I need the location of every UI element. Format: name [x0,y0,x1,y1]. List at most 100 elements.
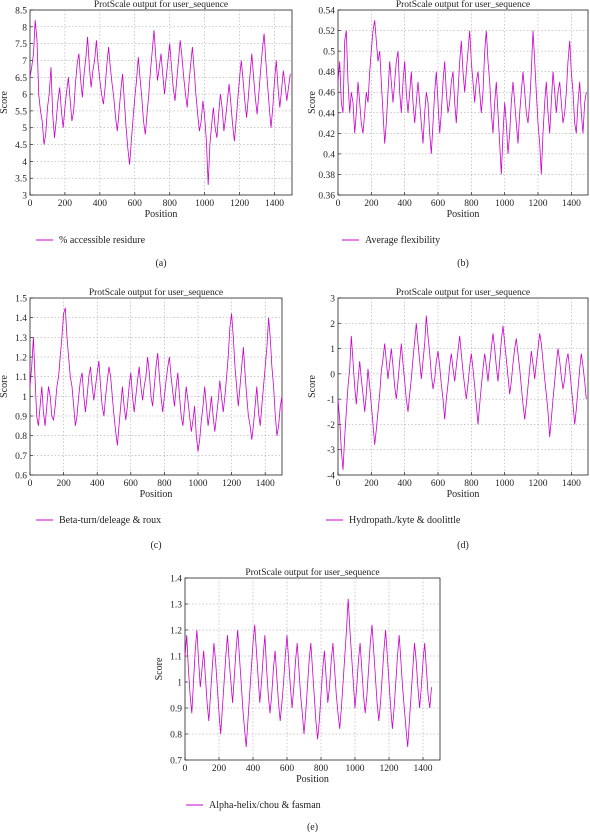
y-tick-label: 0.7 [170,757,182,767]
y-tick-label: 0.5 [323,48,335,58]
panel-caption: (c) [150,540,161,551]
y-axis-label: Score [307,91,318,114]
x-tick-label: 1000 [495,199,514,209]
chart-e: 0 200 400 600 800 1000 1200 1400 0.7 0.8 0.9 1 1.1 1.… [154,567,441,833]
chart-title: ProtScale output for user_sequence [396,0,530,10]
y-tick-label: 0.8 [15,432,27,442]
y-tick-label: 5.5 [15,107,27,117]
y-tick-label: 0.48 [318,68,335,78]
chart-c: 0 200 400 600 800 1000 1200 1400 0.6 0.7 0.8 0.9 1 1.… [0,287,283,551]
legend-label: % accessible residure [59,235,146,246]
x-tick-label: 0 [28,479,33,489]
x-tick-label: 1400 [562,199,581,209]
x-tick-label: 1400 [256,479,275,489]
y-tick-label: 1.4 [170,575,182,585]
plot-frame [29,9,293,196]
x-tick-label: 800 [464,199,479,209]
x-tick-label: 400 [90,479,105,489]
x-axis-label: Position [447,209,480,220]
x-tick-label: 1000 [189,479,208,489]
x-tick-label: 1200 [380,764,399,774]
y-tick-label: 3.5 [15,175,27,185]
y-tick-label: 3 [22,192,27,202]
x-tick-label: 200 [364,199,379,209]
x-tick-label: 400 [246,764,261,774]
x-tick-label: 400 [398,479,413,489]
legend-label: Average flexibility [365,235,440,246]
x-tick-label: 200 [212,764,227,774]
y-tick-label: 0.46 [318,89,335,99]
y-axis-label: Score [154,657,165,680]
x-tick-label: 1000 [346,764,365,774]
y-tick-label: 8.5 [15,7,27,17]
x-tick-label: 1400 [414,764,433,774]
y-tick-label: 1.4 [15,314,27,324]
chart-a: 0 200 400 600 800 1000 1200 1400 3 3.5 4 4.5 5 5.5 6 6.… [0,0,293,269]
x-tick-label: 800 [157,479,172,489]
y-tick-label: 0.42 [318,130,335,140]
chart-title: ProtScale output for user_sequence [89,287,223,298]
y-axis-label: Score [307,375,318,398]
x-tick-label: 600 [431,199,446,209]
x-tick-label: 1200 [529,199,548,209]
x-tick-label: 1000 [195,199,214,209]
y-tick-label: 0.7 [15,452,27,462]
x-tick-label: 600 [124,479,139,489]
y-tick-label: -4 [327,472,335,482]
y-tick-label: 0.52 [318,27,335,37]
y-tick-label: 6.5 [15,74,27,84]
x-tick-label: 400 [398,199,413,209]
x-tick-label: 0 [28,199,33,209]
x-axis-label: Position [140,489,173,500]
y-tick-label: 1 [22,393,27,403]
y-tick-label: 5 [22,124,27,134]
y-tick-label: 1.3 [15,334,27,344]
x-tick-label: 0 [336,199,341,209]
chart-title: ProtScale output for user_sequence [396,287,530,298]
y-tick-label: 1.1 [170,653,182,663]
plot-frame [337,297,589,476]
y-tick-label: 0.9 [170,705,182,715]
x-tick-label: 800 [314,764,329,774]
x-tick-label: 600 [128,199,143,209]
x-tick-label: 1200 [222,479,241,489]
y-tick-label: -2 [327,421,335,431]
panel-caption: (a) [155,258,166,269]
x-tick-label: 600 [431,479,446,489]
y-tick-label: 1.1 [15,373,27,383]
plot-frame [29,297,283,476]
y-tick-label: 0.54 [318,7,335,17]
chart-b: 0 200 400 600 800 1000 1200 1400 0.36 0.38 0.4 0.42… [307,0,589,269]
y-tick-label: 8 [22,23,27,33]
series-line [337,315,587,470]
y-tick-label: 2 [330,320,335,330]
y-tick-label: 7.5 [15,40,27,50]
y-tick-label: -3 [327,446,335,456]
panel-caption: (b) [457,258,469,269]
y-tick-label: 0.44 [318,109,335,119]
y-tick-label: 1 [330,345,335,355]
y-tick-label: 4 [22,158,27,168]
y-tick-label: 6 [22,91,27,101]
y-tick-label: 0.4 [323,150,335,160]
chart-title: ProtScale output for user_sequence [245,567,379,578]
x-tick-label: 400 [93,199,108,209]
y-tick-label: -1 [327,396,335,406]
y-tick-label: 1 [177,679,182,689]
y-tick-label: 1.2 [170,627,182,637]
x-tick-label: 600 [280,764,295,774]
plot-frame [337,9,589,196]
x-tick-label: 1000 [495,479,514,489]
x-axis-label: Position [447,489,480,500]
x-tick-label: 1400 [562,479,581,489]
x-tick-label: 0 [336,479,341,489]
x-tick-label: 800 [163,199,178,209]
legend-label: Alpha-helix/chou & fasman [209,800,321,811]
y-tick-label: 1.5 [15,295,27,305]
legend-label: Beta-turn/deleage & roux [59,515,161,526]
y-tick-label: 0.38 [318,171,335,181]
series-line [337,20,587,175]
series-line [29,307,283,452]
y-tick-label: 3 [330,295,335,305]
